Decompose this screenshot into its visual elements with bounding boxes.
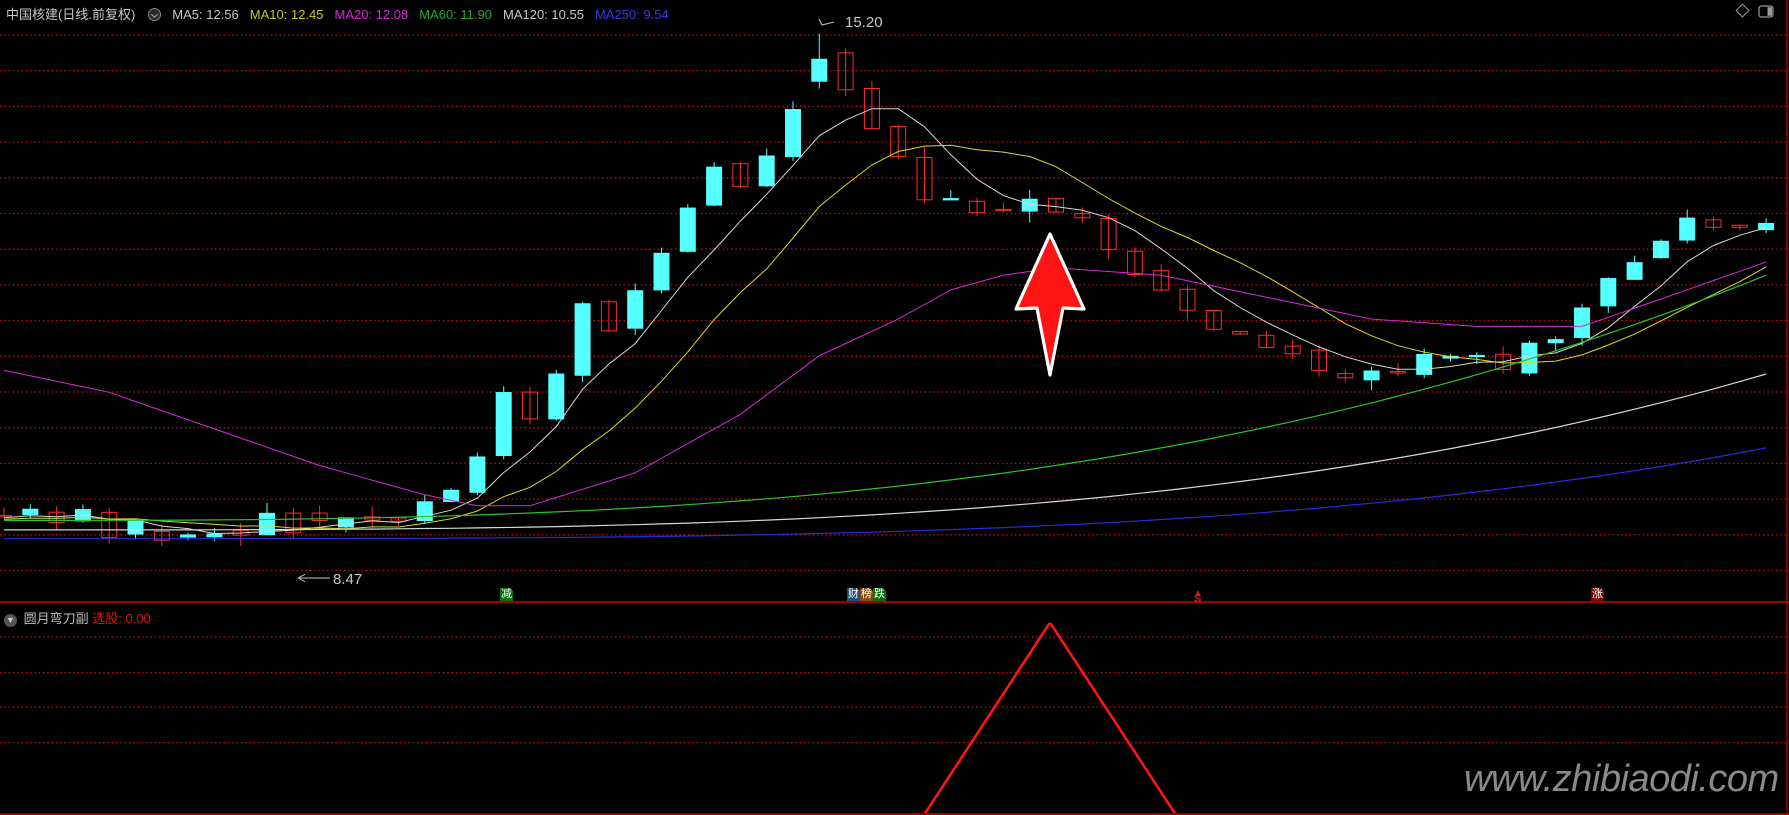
svg-text:8.47: 8.47: [333, 571, 362, 588]
svg-text:15.20: 15.20: [845, 14, 883, 31]
